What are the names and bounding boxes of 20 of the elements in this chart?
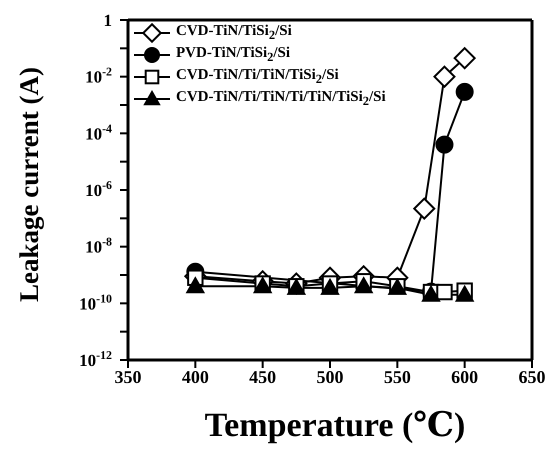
x-tick-label: 550 xyxy=(384,366,411,387)
y-tick-label: 10$^{-12}$ xyxy=(79,348,112,370)
y-tick-label: 10$^{-2}$ xyxy=(85,64,112,87)
x-tick-label: 600 xyxy=(451,366,478,387)
x-axis-title: Temperature (℃) xyxy=(204,406,466,446)
x-tick-label: 400 xyxy=(182,366,209,387)
y-tick-label: 1 xyxy=(104,11,112,30)
y-tick-label: 10$^{-6}$ xyxy=(85,178,112,200)
y-tick-label: 10$^{-8}$ xyxy=(85,234,112,257)
x-tick-label: 500 xyxy=(316,366,344,387)
y-axis-title: Leakage current (A) xyxy=(13,66,45,302)
legend-label: CVD-TiN/Ti/TiN/Ti/TiN/TiSi$_{2}$/Si xyxy=(176,89,386,109)
y-tick-label: 10$^{-4}$ xyxy=(85,121,112,144)
x-tick-label: 350 xyxy=(114,366,142,387)
legend-label: PVD-TiN/TiSi$_{2}$/Si xyxy=(176,45,290,65)
x-tick-label: 450 xyxy=(249,366,276,387)
legend-label: CVD-TiN/Ti/TiN/TiSi$_{2}$/Si xyxy=(176,67,339,87)
legend-label: CVD-TiN/TiSi$_{2}$/Si xyxy=(176,23,292,43)
y-tick-label: 10$^{-10}$ xyxy=(79,291,112,314)
x-tick-label: 650 xyxy=(518,366,546,387)
